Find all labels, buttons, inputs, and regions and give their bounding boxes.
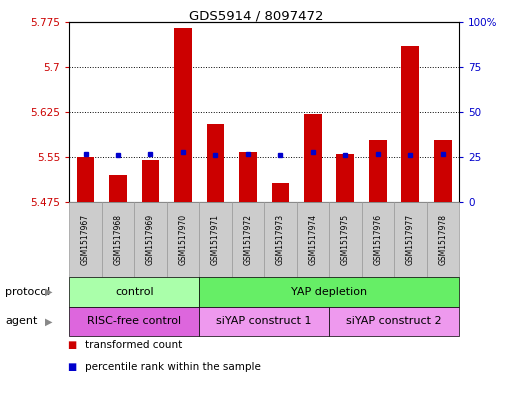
Text: RISC-free control: RISC-free control (87, 316, 181, 326)
Text: percentile rank within the sample: percentile rank within the sample (85, 362, 261, 371)
Text: GSM1517973: GSM1517973 (276, 214, 285, 265)
Text: GSM1517971: GSM1517971 (211, 214, 220, 265)
Bar (369, 140, 387, 202)
Bar (142, 160, 160, 202)
Text: GSM1517969: GSM1517969 (146, 214, 155, 265)
Text: GDS5914 / 8097472: GDS5914 / 8097472 (189, 10, 324, 23)
Text: ■: ■ (67, 340, 76, 350)
Bar (76, 157, 94, 202)
Bar (207, 124, 224, 202)
Text: GSM1517975: GSM1517975 (341, 214, 350, 265)
Bar (402, 46, 419, 202)
Text: ■: ■ (67, 362, 76, 371)
Text: GSM1517972: GSM1517972 (244, 214, 252, 265)
Text: transformed count: transformed count (85, 340, 182, 350)
Text: siYAP construct 2: siYAP construct 2 (346, 316, 442, 326)
Text: GSM1517977: GSM1517977 (406, 214, 415, 265)
Bar (337, 154, 354, 202)
Text: protocol: protocol (5, 287, 50, 297)
Text: GSM1517967: GSM1517967 (81, 214, 90, 265)
Text: ▶: ▶ (45, 316, 52, 326)
Text: GSM1517978: GSM1517978 (439, 214, 447, 265)
Text: GSM1517974: GSM1517974 (308, 214, 318, 265)
Text: control: control (115, 287, 153, 297)
Bar (109, 175, 127, 202)
Bar (271, 182, 289, 202)
Bar (174, 28, 192, 202)
Text: YAP depletion: YAP depletion (291, 287, 367, 297)
Bar (434, 140, 452, 202)
Text: GSM1517976: GSM1517976 (373, 214, 382, 265)
Text: siYAP construct 1: siYAP construct 1 (216, 316, 312, 326)
Text: GSM1517970: GSM1517970 (179, 214, 187, 265)
Bar (304, 114, 322, 202)
Text: agent: agent (5, 316, 37, 326)
Bar (239, 152, 257, 202)
Text: ▶: ▶ (45, 287, 52, 297)
Text: GSM1517968: GSM1517968 (113, 214, 123, 265)
